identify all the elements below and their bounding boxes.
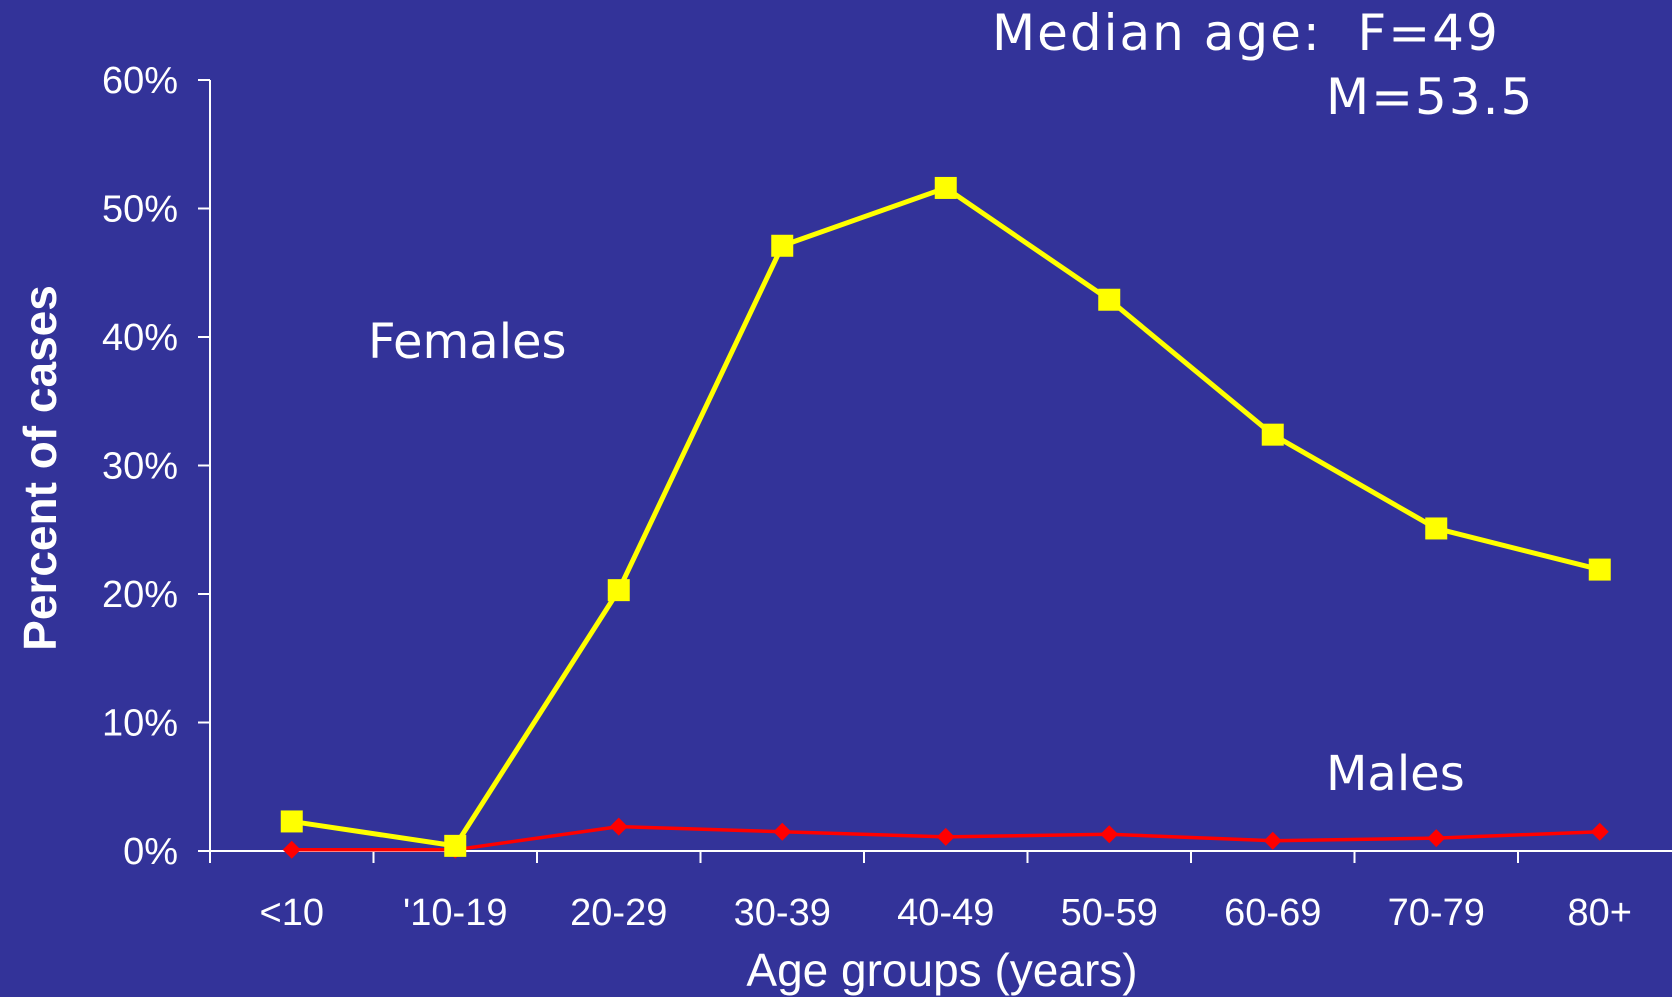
- y-tick-label: 10%: [102, 703, 178, 745]
- data-point: [773, 822, 792, 841]
- series-females: [280, 176, 1611, 857]
- x-tick-label: <10: [260, 892, 324, 934]
- x-axis-title: Age groups (years): [746, 944, 1137, 996]
- series-layer: [280, 176, 1611, 859]
- data-point: [1588, 558, 1611, 581]
- x-tick-label: 20-29: [570, 892, 667, 934]
- y-tick-label: 50%: [102, 189, 178, 231]
- median-age-annotation-line1: Median age: F=49: [992, 4, 1500, 62]
- x-tick-label: 60-69: [1224, 892, 1321, 934]
- x-tick-label: 70-79: [1388, 892, 1485, 934]
- x-tick-labels: <10 '10-19 20-29 30-39 40-49 50-59 60-69 70-79 8…: [260, 892, 1632, 934]
- y-tick-label: 30%: [102, 446, 178, 488]
- data-point: [1590, 822, 1609, 841]
- data-point: [280, 810, 303, 833]
- data-point: [1100, 825, 1119, 844]
- data-point: [607, 579, 630, 602]
- x-tick-label: 40-49: [897, 892, 994, 934]
- data-point: [1425, 517, 1448, 540]
- data-point: [282, 840, 301, 859]
- median-age-annotation-line2: M=53.5: [1326, 68, 1534, 126]
- data-point: [934, 176, 957, 199]
- data-point: [1263, 831, 1282, 850]
- data-point: [771, 234, 794, 257]
- x-tick-label: 80+: [1568, 892, 1632, 934]
- x-tick-label: '10-19: [403, 892, 507, 934]
- data-point: [609, 817, 628, 836]
- series-label-females: Females: [368, 314, 567, 370]
- data-point: [936, 827, 955, 846]
- data-point: [1427, 829, 1446, 848]
- y-tick-label: 20%: [102, 574, 178, 616]
- x-tick-label: 50-59: [1061, 892, 1158, 934]
- data-point: [1261, 423, 1284, 446]
- y-axis-title: Percent of cases: [14, 285, 66, 651]
- y-tick-labels: 0% 10% 20% 30% 40% 50% 60%: [102, 60, 178, 873]
- x-tick-label: 30-39: [734, 892, 831, 934]
- series-males: [282, 817, 1609, 859]
- series-label-males: Males: [1326, 746, 1465, 802]
- y-tick-label: 40%: [102, 317, 178, 359]
- y-tick-label: 0%: [123, 831, 178, 873]
- data-point: [444, 834, 467, 857]
- y-tick-label: 60%: [102, 60, 178, 102]
- data-point: [1098, 288, 1121, 311]
